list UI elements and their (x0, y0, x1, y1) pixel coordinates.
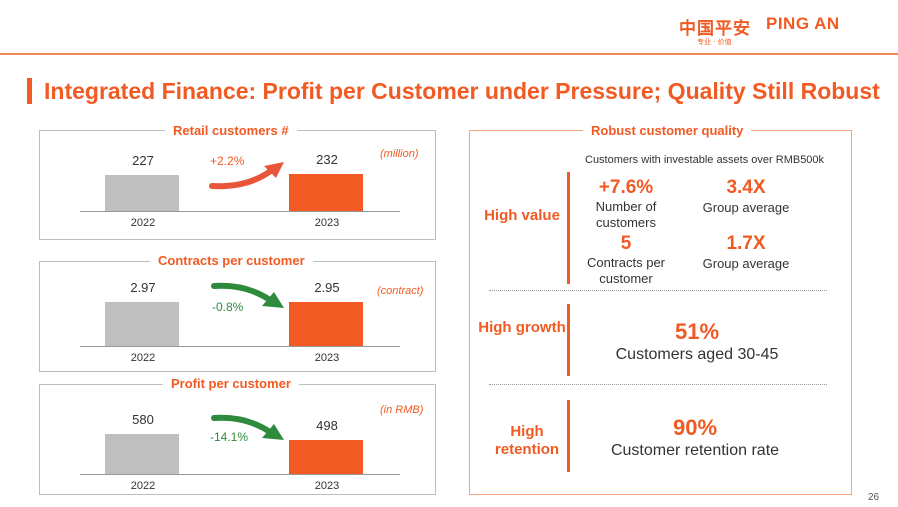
logo-chinese: 中国平安 (679, 19, 751, 39)
bar-2022 (105, 302, 179, 346)
high-growth-label: High growth (478, 319, 566, 336)
quality-panel-title: Robust customer quality (583, 123, 752, 138)
high-growth-divider (567, 304, 570, 376)
metric-value: +7.6% (598, 177, 654, 198)
baseline (80, 474, 400, 475)
unit-label: (in RMB) (380, 404, 424, 416)
year-label-2023: 2023 (314, 352, 340, 364)
high-retention-divider (567, 400, 570, 472)
metric-desc: Number of customers (595, 199, 657, 230)
down-arrow-icon (211, 282, 284, 308)
growth-desc: Customers aged 30-45 (615, 346, 779, 363)
year-label-2022: 2022 (130, 352, 156, 364)
metric-value: 5 (620, 233, 632, 254)
unit-label: (contract) (377, 285, 424, 297)
chart-title: Contracts per customer (150, 253, 313, 268)
header-divider (0, 53, 898, 55)
baseline (80, 211, 400, 212)
value-label-2022: 580 (132, 412, 154, 427)
bar-2023 (289, 440, 363, 474)
high-value-divider (567, 172, 570, 284)
quality-note: Customers with investable assets over RM… (585, 154, 825, 166)
bar-2023 (289, 174, 363, 211)
baseline (80, 346, 400, 347)
chart-title: Retail customers # (165, 123, 297, 138)
title-accent-bar (27, 78, 32, 104)
down-arrow-icon (211, 414, 284, 440)
metric-value: 1.7X (726, 233, 766, 254)
page-number: 26 (868, 492, 880, 503)
year-label-2023: 2023 (314, 480, 340, 492)
change-label: -0.8% (212, 300, 244, 314)
value-label-2023: 232 (316, 152, 338, 167)
value-label-2022: 227 (132, 153, 154, 168)
value-label-2022: 2.97 (130, 280, 156, 295)
retention-desc: Customer retention rate (610, 442, 780, 459)
metric-value: 3.4X (726, 177, 766, 198)
metric-desc: Contracts per customer (586, 255, 666, 286)
logo-tagline: 专业 · 价值 (697, 38, 732, 46)
value-label-2023: 2.95 (314, 280, 340, 295)
chart-title: Profit per customer (163, 376, 299, 391)
bar-2023 (289, 302, 363, 346)
bar-2022 (105, 434, 179, 474)
year-label-2022: 2022 (130, 217, 156, 229)
logo-english: PING AN (766, 14, 840, 33)
section-divider (489, 290, 827, 291)
bar-2022 (105, 175, 179, 211)
metric-desc: Group average (702, 256, 790, 271)
year-label-2022: 2022 (130, 480, 156, 492)
growth-value: 51% (674, 319, 720, 344)
up-arrow-icon (209, 162, 284, 190)
year-label-2023: 2023 (314, 217, 340, 229)
page-title: Integrated Finance: Profit per Customer … (44, 78, 880, 104)
value-label-2023: 498 (316, 418, 338, 433)
metric-desc: Group average (702, 200, 790, 215)
change-label: -14.1% (210, 430, 249, 444)
section-divider (489, 384, 827, 385)
high-value-label: High value (484, 207, 560, 224)
change-label: +2.2% (210, 154, 245, 168)
unit-label: (million) (380, 148, 419, 160)
high-retention-label: High retention (494, 423, 560, 458)
retention-value: 90% (672, 415, 718, 440)
